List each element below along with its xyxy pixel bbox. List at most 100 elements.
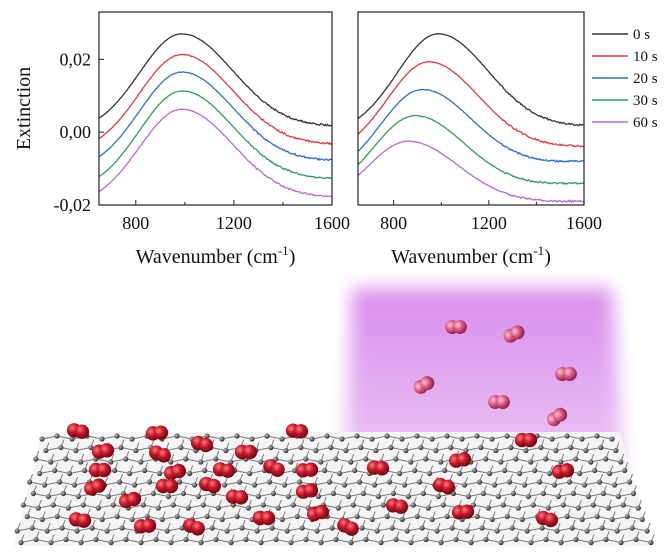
carbon-atom (560, 502, 566, 508)
carbon-atom (543, 536, 549, 543)
carbon-atom (615, 493, 622, 500)
carbon-atom (629, 525, 635, 531)
carbon-atom (228, 539, 234, 546)
carbon-atom (245, 505, 251, 511)
carbon-atom (594, 513, 600, 520)
carbon-atom (138, 539, 144, 546)
carbon-atom (539, 525, 545, 531)
oxygen-molecule (385, 498, 409, 514)
carbon-atom (273, 456, 279, 462)
carbon-atom (480, 490, 487, 497)
carbon-atom (114, 433, 120, 439)
oxygen-atom (393, 499, 409, 514)
carbon-atom (24, 513, 30, 520)
carbon-atom (234, 513, 240, 520)
carbon-atom (558, 539, 564, 546)
carbon-atom (594, 433, 600, 439)
carbon-atom (500, 502, 506, 508)
carbon-atom (69, 436, 75, 442)
carbon-atom (195, 493, 202, 500)
carbon-atom (174, 433, 180, 439)
carbon-atom (397, 470, 403, 477)
carbon-atom (498, 459, 504, 465)
carbon-atom (254, 528, 260, 534)
carbon-atom (633, 536, 639, 543)
carbon-atom (570, 490, 577, 497)
carbon-atom (326, 479, 333, 485)
oxygen-molecule (263, 459, 285, 477)
x-axis-label-superscript: -1 (278, 243, 289, 258)
carbon-atom (176, 479, 183, 485)
carbon-atom (419, 525, 425, 531)
carbon-atom (605, 505, 611, 511)
carbon-atom (112, 467, 118, 474)
carbon-atom (622, 467, 628, 474)
x-tick-label: 1200 (471, 213, 507, 233)
oxygen-molecule (413, 376, 435, 394)
carbon-atom (33, 536, 39, 543)
carbon-atom (133, 447, 139, 454)
carbon-atom (530, 502, 536, 508)
carbon-atom (423, 456, 429, 462)
oxygen-atom (510, 325, 525, 340)
carbon-atom (609, 516, 615, 523)
oxygen-molecule (488, 395, 510, 409)
carbon-atom (95, 505, 101, 511)
carbon-atom (448, 444, 454, 451)
carbon-atom (463, 447, 469, 454)
carbon-atom (639, 516, 645, 523)
oxygen-molecule (555, 367, 577, 381)
carbon-atom (275, 505, 281, 511)
x-tick-label: 1600 (314, 213, 350, 233)
carbon-atom (29, 525, 35, 531)
carbon-atom (358, 444, 364, 451)
x-axis-label-close: ) (289, 246, 296, 268)
oxygen-atom (459, 504, 475, 519)
carbon-atom (116, 479, 123, 485)
carbon-atom (363, 456, 369, 462)
carbon-atom (540, 490, 547, 497)
carbon-atom (67, 470, 73, 477)
carbon-atom (442, 467, 448, 474)
oxygen-atom (314, 504, 330, 520)
carbon-atom (41, 482, 48, 488)
carbon-atom (598, 444, 604, 451)
carbon-atom (204, 433, 210, 439)
carbon-atom (369, 516, 375, 523)
x-tick-label: 1600 (566, 213, 602, 233)
carbon-atom (142, 467, 148, 474)
oxygen-molecule (285, 423, 309, 439)
carbon-atom (50, 502, 56, 508)
oxygen-molecule (149, 445, 171, 463)
oxygen-molecule (163, 463, 187, 481)
carbon-atom (14, 528, 20, 534)
carbon-atom (335, 505, 341, 511)
carbon-atom (39, 436, 45, 442)
oxygen-atom (206, 478, 222, 494)
carbon-atom (183, 456, 189, 462)
carbon-atom (131, 482, 138, 488)
oxygen-atom (198, 437, 214, 453)
carbon-atom (165, 493, 172, 500)
carbon-atom (519, 516, 525, 523)
carbon-atom (155, 505, 161, 511)
carbon-atom (324, 433, 330, 439)
carbon-atom (435, 493, 442, 500)
oxygen-atom (270, 462, 285, 477)
carbon-atom (191, 482, 198, 488)
carbon-atom (504, 513, 510, 520)
carbon-atom (564, 513, 570, 520)
carbon-atom (215, 505, 221, 511)
carbon-atom (80, 502, 86, 508)
oxygen-atom (76, 513, 92, 528)
carbon-atom (138, 459, 144, 465)
series-line-0s (358, 33, 584, 127)
carbon-atom (498, 539, 504, 546)
carbon-atom (45, 493, 52, 500)
carbon-atom (269, 525, 275, 531)
carbon-atom (313, 447, 319, 454)
carbon-atom (273, 536, 279, 543)
plot-frame (357, 11, 585, 206)
legend-label: 20 s (633, 71, 658, 87)
oxygen-molecule (445, 320, 467, 334)
